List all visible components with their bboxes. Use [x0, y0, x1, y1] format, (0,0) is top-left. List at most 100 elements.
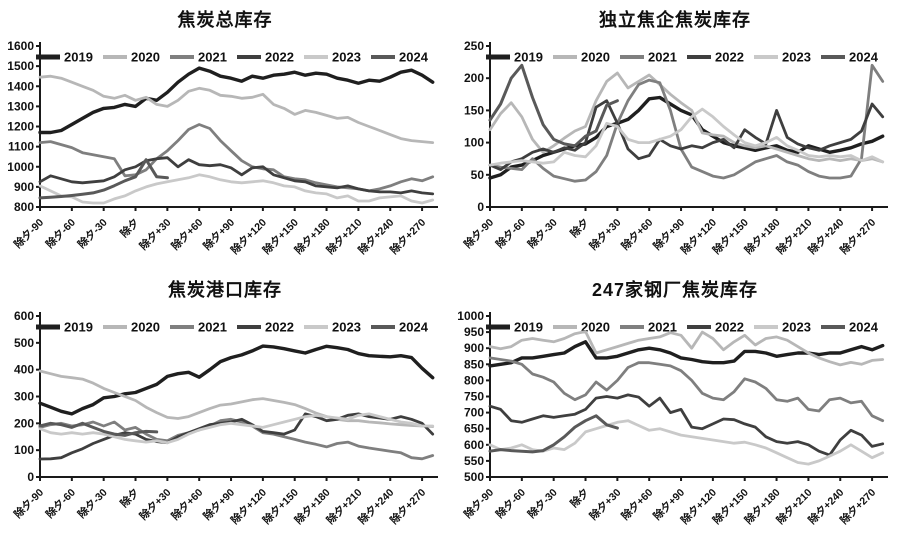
- svg-text:除夕: 除夕: [118, 216, 142, 240]
- svg-text:除夕-30: 除夕-30: [525, 486, 560, 521]
- chart-title-coke-total-inventory: 焦炭总库存: [177, 10, 273, 30]
- y-axis-ticks: 0 100 200 300 400 500 600: [14, 309, 40, 484]
- svg-text:700: 700: [464, 406, 484, 420]
- axes: [489, 312, 888, 478]
- svg-text:600: 600: [464, 438, 484, 452]
- svg-text:1200: 1200: [7, 120, 34, 134]
- legend-label-2020: 2020: [581, 320, 610, 335]
- legend-label-2020: 2020: [131, 50, 160, 65]
- legend-label-2023: 2023: [332, 50, 361, 65]
- svg-text:除夕+60: 除夕+60: [169, 486, 206, 523]
- svg-text:1400: 1400: [7, 79, 34, 93]
- legend-label-2024: 2024: [849, 50, 879, 65]
- chart-title-247-steel-mills-coke-inventory: 247家钢厂焦炭库存: [591, 280, 759, 300]
- series-lines: [38, 66, 435, 205]
- chart-title-independent-coker-coke-inventory: 独立焦企焦炭库存: [599, 10, 751, 30]
- svg-text:100: 100: [14, 443, 34, 457]
- legend-label-2019: 2019: [514, 320, 543, 335]
- series-lines: [488, 63, 885, 183]
- svg-text:除夕+60: 除夕+60: [619, 486, 656, 523]
- series-2020: [38, 369, 435, 429]
- series-2022: [38, 412, 435, 461]
- svg-text:650: 650: [464, 422, 484, 436]
- svg-text:300: 300: [14, 390, 34, 404]
- svg-text:1100: 1100: [8, 140, 34, 154]
- legend-label-2023: 2023: [782, 320, 811, 335]
- series-lines: [488, 330, 885, 466]
- svg-text:除夕+30: 除夕+30: [137, 216, 174, 253]
- svg-text:除夕+270: 除夕+270: [387, 216, 428, 257]
- svg-text:除夕-60: 除夕-60: [43, 486, 78, 521]
- svg-text:1300: 1300: [7, 99, 34, 113]
- legend: 2019 2020 2021 2022 2023 2024: [486, 50, 879, 65]
- chart-panel-247-steel-mills-coke-inventory: 247家钢厂焦炭库存 500 550 600 650 700 750 800 850 900 95…: [450, 270, 900, 539]
- chart-panel-coke-port-inventory: 焦炭港口库存 0 100 200 300 400 500 600 除夕-90 除夕-60 除夕-3…: [0, 270, 450, 539]
- series-2021: [488, 356, 885, 423]
- series-2019: [488, 340, 885, 368]
- svg-text:500: 500: [14, 336, 34, 350]
- svg-text:1500: 1500: [7, 59, 34, 73]
- svg-text:除夕+30: 除夕+30: [137, 486, 174, 523]
- series-2019: [38, 344, 435, 416]
- y-axis-ticks: 500 550 600 650 700 750 800 850 900 950 1000: [457, 309, 490, 484]
- legend-label-2020: 2020: [131, 320, 160, 335]
- svg-text:除夕+270: 除夕+270: [387, 486, 428, 527]
- series-2024: [488, 63, 619, 148]
- legend-label-2022: 2022: [715, 50, 744, 65]
- series-2020: [38, 74, 435, 145]
- svg-text:100: 100: [464, 136, 484, 150]
- series-2022: [488, 393, 885, 457]
- svg-text:除夕: 除夕: [118, 486, 142, 510]
- axes: [489, 42, 888, 208]
- y-axis-ticks: 0 50 100 150 200 250: [464, 39, 490, 214]
- line-chart-247-steel-mills-coke-inventory: 5005506006507007508008509009501000除夕-90除…: [457, 309, 888, 527]
- legend-label-2022: 2022: [715, 320, 744, 335]
- series-2023: [38, 412, 435, 445]
- legend-label-2022: 2022: [265, 320, 294, 335]
- legend-label-2019: 2019: [514, 50, 543, 65]
- svg-text:1000: 1000: [457, 309, 484, 323]
- svg-text:除夕+270: 除夕+270: [837, 486, 878, 527]
- legend: 2019 2020 2021 2022 2023 2024: [36, 50, 429, 65]
- svg-text:除夕-90: 除夕-90: [461, 216, 496, 251]
- legend-label-2019: 2019: [64, 320, 93, 335]
- series-2024: [38, 158, 169, 200]
- svg-text:200: 200: [14, 416, 34, 430]
- svg-text:除夕-60: 除夕-60: [43, 216, 78, 251]
- series-2019: [38, 66, 435, 135]
- svg-text:1000: 1000: [7, 160, 34, 174]
- chart-panel-coke-total-inventory: 焦炭总库存 800 900 1000 1100 1200 1300 1400 1500 1600…: [0, 0, 450, 270]
- svg-text:除夕-90: 除夕-90: [11, 486, 46, 521]
- svg-text:除夕-60: 除夕-60: [493, 216, 528, 251]
- series-lines: [38, 344, 435, 461]
- legend-label-2024: 2024: [399, 50, 429, 65]
- svg-text:1600: 1600: [7, 39, 34, 53]
- svg-text:除夕+270: 除夕+270: [837, 216, 878, 257]
- series-2020: [488, 71, 885, 164]
- svg-text:除夕-30: 除夕-30: [75, 486, 110, 521]
- line-chart-coke-total-inventory: 8009001000110012001300140015001600除夕-90除…: [7, 39, 438, 257]
- svg-text:950: 950: [464, 325, 484, 339]
- svg-text:除夕+30: 除夕+30: [587, 216, 624, 253]
- legend-label-2024: 2024: [399, 320, 429, 335]
- legend-label-2023: 2023: [782, 50, 811, 65]
- legend-label-2024: 2024: [849, 320, 879, 335]
- svg-text:900: 900: [464, 341, 484, 355]
- svg-text:除夕-30: 除夕-30: [75, 216, 110, 251]
- legend: 2019 2020 2021 2022 2023 2024: [36, 320, 429, 335]
- svg-text:除夕-90: 除夕-90: [11, 216, 46, 251]
- svg-text:800: 800: [464, 373, 484, 387]
- legend-label-2019: 2019: [64, 50, 93, 65]
- svg-text:除夕: 除夕: [568, 216, 592, 240]
- series-2023: [488, 107, 885, 167]
- svg-text:400: 400: [14, 363, 34, 377]
- series-2020: [488, 330, 885, 367]
- chart-panel-independent-coker-coke-inventory: 独立焦企焦炭库存 0 50 100 150 200 250 除夕-90 除夕-60 除夕-30 除…: [450, 0, 900, 270]
- svg-text:750: 750: [464, 390, 484, 404]
- series-2019: [488, 95, 885, 180]
- svg-text:除夕-60: 除夕-60: [493, 486, 528, 521]
